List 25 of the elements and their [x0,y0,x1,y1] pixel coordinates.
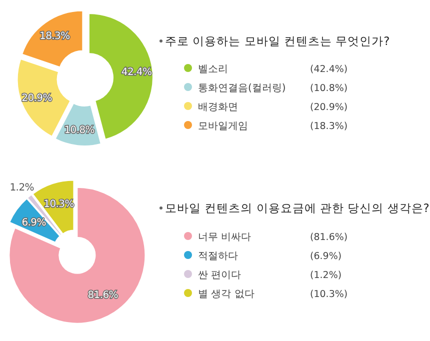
data-label: 20.9% [22,92,52,104]
text: (20.9%) [310,102,348,113]
legend-label: 벨소리 [198,64,228,75]
legend-label: 모바일게임 [198,121,248,132]
data-label: 18.3% [40,31,70,42]
data-label: 6.9% [22,217,46,228]
legend-label: 적절하다 [198,251,238,262]
data-label: 81.6% [88,290,118,302]
legend-label: 너무 비싸다 [198,232,252,243]
legend-label: 별 생각 없다 [198,289,254,300]
text: (10.3%) [310,289,348,300]
data-label: 10.8% [64,125,94,136]
text: (10.8%) [310,83,348,94]
legend-label: 배경화면 [198,102,238,113]
text: (81.6%) [310,232,348,243]
text: 주로 이용하는 모바일 컨텐츠는 무엇인가? [165,34,390,48]
legend-label: 싼 편이다 [198,270,242,281]
text: (42.4%) [310,64,348,75]
legend-label: 통화연결음(컬러링) [198,83,286,94]
text: 모바일 컨텐츠의 이용요금에 관한 당신의 생각은? [165,201,430,215]
text: (1.2%) [310,270,342,281]
text: (6.9%) [310,251,342,262]
text: (18.3%) [310,121,348,132]
data-label: 42.4% [121,66,152,78]
data-label: 1.2% [10,182,34,194]
